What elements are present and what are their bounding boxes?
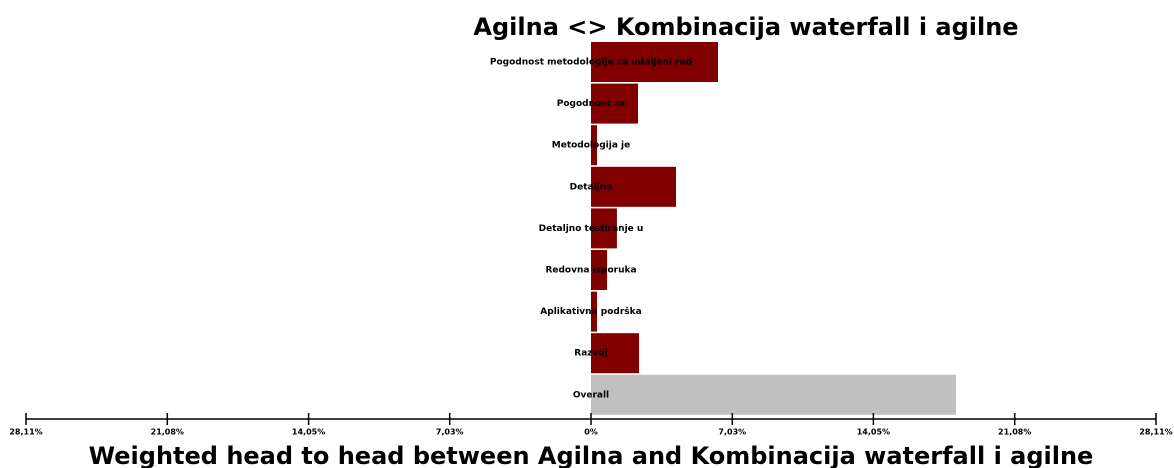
- category-label: Detaljno: [570, 182, 613, 192]
- x-tick-label: 0%: [584, 428, 598, 437]
- category-label: Detaljno testiranje u: [539, 224, 644, 234]
- x-tick-label: 21,08%: [151, 428, 184, 437]
- bar: [591, 250, 608, 290]
- category-label: Redovna isporuka: [545, 266, 636, 276]
- bar: [591, 166, 677, 207]
- category-label: Razvoj: [574, 349, 607, 359]
- bar: [591, 291, 598, 332]
- x-tick-label: 28,11%: [9, 428, 42, 437]
- bar: [591, 125, 598, 166]
- category-label: Overall: [573, 390, 609, 400]
- bar: [591, 374, 957, 415]
- bar: [591, 42, 719, 82]
- x-tick-label: 7,03%: [718, 428, 746, 437]
- category-label: Metodologija je: [552, 141, 630, 151]
- category-label: Pogodnost metodologije za udaljeni rad: [490, 58, 692, 68]
- x-tick-label: 7,03%: [436, 428, 464, 437]
- x-tick-label: 14,05%: [857, 428, 890, 437]
- bar: [591, 208, 617, 249]
- bar: [591, 83, 639, 124]
- bar: [591, 333, 640, 374]
- category-label: Pogodnost za: [557, 99, 626, 109]
- x-tick-label: 21,08%: [998, 428, 1031, 437]
- chart-title: Agilna <> Kombinacija waterfall i agilne: [473, 13, 1018, 41]
- x-tick-label: 14,05%: [292, 428, 325, 437]
- x-tick-label: 28,11%: [1139, 428, 1172, 437]
- category-label: Aplikativna podrška: [540, 306, 641, 317]
- x-axis-label: Weighted head to head between Agilna and…: [89, 442, 1094, 468]
